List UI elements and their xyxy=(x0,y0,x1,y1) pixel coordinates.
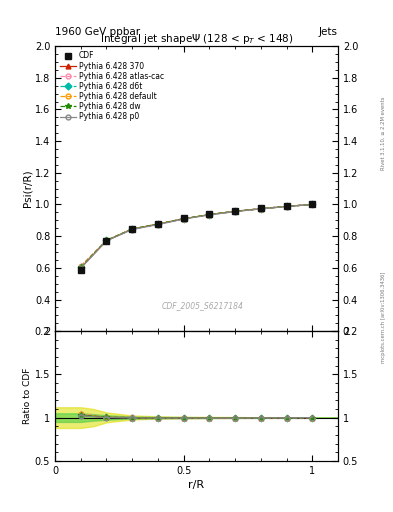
Pythia 6.428 dw xyxy=(259,206,263,212)
Pythia 6.428 370 xyxy=(310,201,315,207)
Pythia 6.428 dw xyxy=(233,208,237,215)
Pythia 6.428 dw xyxy=(156,221,160,227)
Pythia 6.428 atlas-cac xyxy=(78,263,83,269)
Legend: CDF, Pythia 6.428 370, Pythia 6.428 atlas-cac, Pythia 6.428 d6t, Pythia 6.428 de: CDF, Pythia 6.428 370, Pythia 6.428 atla… xyxy=(59,50,165,123)
Pythia 6.428 default xyxy=(310,201,315,207)
Text: mcplots.cern.ch [arXiv:1306.3436]: mcplots.cern.ch [arXiv:1306.3436] xyxy=(381,272,386,363)
Pythia 6.428 atlas-cac xyxy=(207,211,212,218)
Pythia 6.428 dw xyxy=(207,211,212,218)
Pythia 6.428 p0 xyxy=(181,216,186,222)
Pythia 6.428 d6t xyxy=(156,221,160,227)
Pythia 6.428 default xyxy=(207,211,212,218)
Pythia 6.428 370 xyxy=(130,226,134,232)
Pythia 6.428 default xyxy=(181,216,186,222)
Pythia 6.428 atlas-cac xyxy=(259,205,263,211)
Pythia 6.428 dw xyxy=(310,201,315,207)
Pythia 6.428 default xyxy=(233,208,237,215)
Pythia 6.428 p0 xyxy=(104,238,109,244)
Pythia 6.428 p0 xyxy=(207,212,212,218)
Pythia 6.428 default xyxy=(259,206,263,212)
Y-axis label: Ratio to CDF: Ratio to CDF xyxy=(23,368,32,424)
Pythia 6.428 dw xyxy=(130,226,134,232)
Pythia 6.428 default xyxy=(104,238,109,244)
Pythia 6.428 370 xyxy=(207,211,212,218)
Pythia 6.428 370 xyxy=(78,265,83,271)
Pythia 6.428 d6t xyxy=(130,226,134,232)
Pythia 6.428 atlas-cac xyxy=(104,237,109,243)
Text: Rivet 3.1.10, ≥ 2.2M events: Rivet 3.1.10, ≥ 2.2M events xyxy=(381,96,386,170)
Pythia 6.428 370 xyxy=(284,203,289,209)
Pythia 6.428 370 xyxy=(181,216,186,222)
Pythia 6.428 p0 xyxy=(156,222,160,228)
Pythia 6.428 default xyxy=(284,203,289,209)
Pythia 6.428 d6t xyxy=(181,216,186,222)
Pythia 6.428 370 xyxy=(156,221,160,227)
Pythia 6.428 default xyxy=(156,221,160,227)
Line: Pythia 6.428 dw: Pythia 6.428 dw xyxy=(78,202,315,270)
Pythia 6.428 atlas-cac xyxy=(284,203,289,209)
Pythia 6.428 p0 xyxy=(259,206,263,212)
Pythia 6.428 dw xyxy=(181,216,186,222)
Line: Pythia 6.428 default: Pythia 6.428 default xyxy=(78,202,315,269)
Pythia 6.428 p0 xyxy=(78,265,83,271)
Pythia 6.428 370 xyxy=(259,206,263,212)
Line: Pythia 6.428 atlas-cac: Pythia 6.428 atlas-cac xyxy=(78,202,315,268)
Text: Jets: Jets xyxy=(319,27,338,37)
Pythia 6.428 p0 xyxy=(130,226,134,232)
Pythia 6.428 p0 xyxy=(310,201,315,207)
Pythia 6.428 atlas-cac xyxy=(310,201,315,207)
Pythia 6.428 default xyxy=(78,264,83,270)
Pythia 6.428 370 xyxy=(104,238,109,244)
Title: Integral jet shapeΨ (128 < p$_T$ < 148): Integral jet shapeΨ (128 < p$_T$ < 148) xyxy=(100,32,293,46)
Pythia 6.428 atlas-cac xyxy=(181,216,186,222)
Pythia 6.428 atlas-cac xyxy=(156,221,160,227)
Pythia 6.428 p0 xyxy=(233,208,237,215)
Line: Pythia 6.428 d6t: Pythia 6.428 d6t xyxy=(78,202,315,269)
Pythia 6.428 370 xyxy=(233,208,237,215)
Pythia 6.428 dw xyxy=(78,264,83,270)
Pythia 6.428 atlas-cac xyxy=(233,208,237,214)
Pythia 6.428 dw xyxy=(284,203,289,209)
Line: Pythia 6.428 p0: Pythia 6.428 p0 xyxy=(78,202,315,270)
Pythia 6.428 d6t xyxy=(310,201,315,207)
Pythia 6.428 d6t xyxy=(207,211,212,218)
Y-axis label: Psi(r/R): Psi(r/R) xyxy=(22,170,32,207)
Pythia 6.428 p0 xyxy=(284,203,289,209)
Pythia 6.428 default xyxy=(130,226,134,232)
Pythia 6.428 d6t xyxy=(104,238,109,244)
Pythia 6.428 d6t xyxy=(78,264,83,270)
Pythia 6.428 d6t xyxy=(284,203,289,209)
Pythia 6.428 d6t xyxy=(259,206,263,212)
Line: Pythia 6.428 370: Pythia 6.428 370 xyxy=(78,202,315,270)
X-axis label: r/R: r/R xyxy=(188,480,205,490)
Pythia 6.428 dw xyxy=(104,238,109,244)
Text: 1960 GeV ppbar: 1960 GeV ppbar xyxy=(55,27,140,37)
Pythia 6.428 atlas-cac xyxy=(130,226,134,232)
Pythia 6.428 d6t xyxy=(233,208,237,215)
Text: CDF_2005_S6217184: CDF_2005_S6217184 xyxy=(161,301,243,310)
